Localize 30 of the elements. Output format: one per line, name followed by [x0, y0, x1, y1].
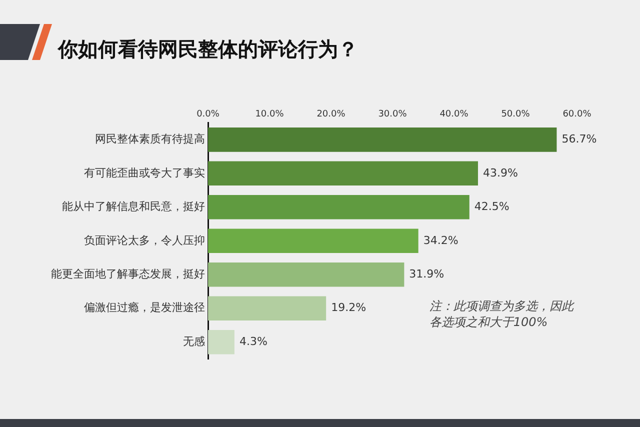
- bar: [208, 195, 470, 220]
- x-tick-label: 60.0%: [562, 110, 592, 120]
- bar: [208, 161, 478, 186]
- data-label: 42.5%: [474, 200, 510, 214]
- data-label: 31.9%: [409, 268, 444, 280]
- y-tick-label: 偏激但过瘾，是发泄途径: [84, 301, 205, 314]
- y-tick-label: 能从中了解信息和民意，挺好: [62, 200, 205, 214]
- data-label: 56.7%: [562, 132, 597, 146]
- bar: [208, 128, 557, 152]
- bar: [208, 262, 404, 287]
- data-label: 4.3%: [239, 334, 268, 348]
- y-tick-label: 网民整体素质有待提高: [95, 132, 205, 146]
- data-label: 19.2%: [331, 301, 366, 314]
- y-tick-label: 能更全面地了解事态发展，挺好: [51, 268, 205, 280]
- x-tick-label: 10.0%: [255, 110, 284, 120]
- bar: [208, 296, 326, 321]
- x-tick-label: 40.0%: [440, 110, 469, 120]
- annotation: 注：此项调查为多选，因此各选项之和大于100%: [429, 299, 576, 330]
- data-label: 43.9%: [482, 166, 518, 180]
- y-tick-label: 无感: [183, 334, 205, 348]
- x-tick-label: 50.0%: [501, 110, 530, 120]
- data-label: 34.2%: [423, 234, 458, 247]
- y-tick-label: 有可能歪曲或夸大了事实: [84, 166, 205, 180]
- bar: [208, 228, 418, 254]
- x-tick-label: 20.0%: [316, 110, 346, 120]
- x-tick-label: 30.0%: [378, 110, 408, 120]
- x-tick-label: 0.0%: [196, 110, 220, 120]
- y-tick-label: 负面评论太多，令人压抑: [84, 234, 205, 247]
- bar: [208, 330, 234, 354]
- chart-title: 你如何看待网民整体的评论行为？: [58, 36, 358, 63]
